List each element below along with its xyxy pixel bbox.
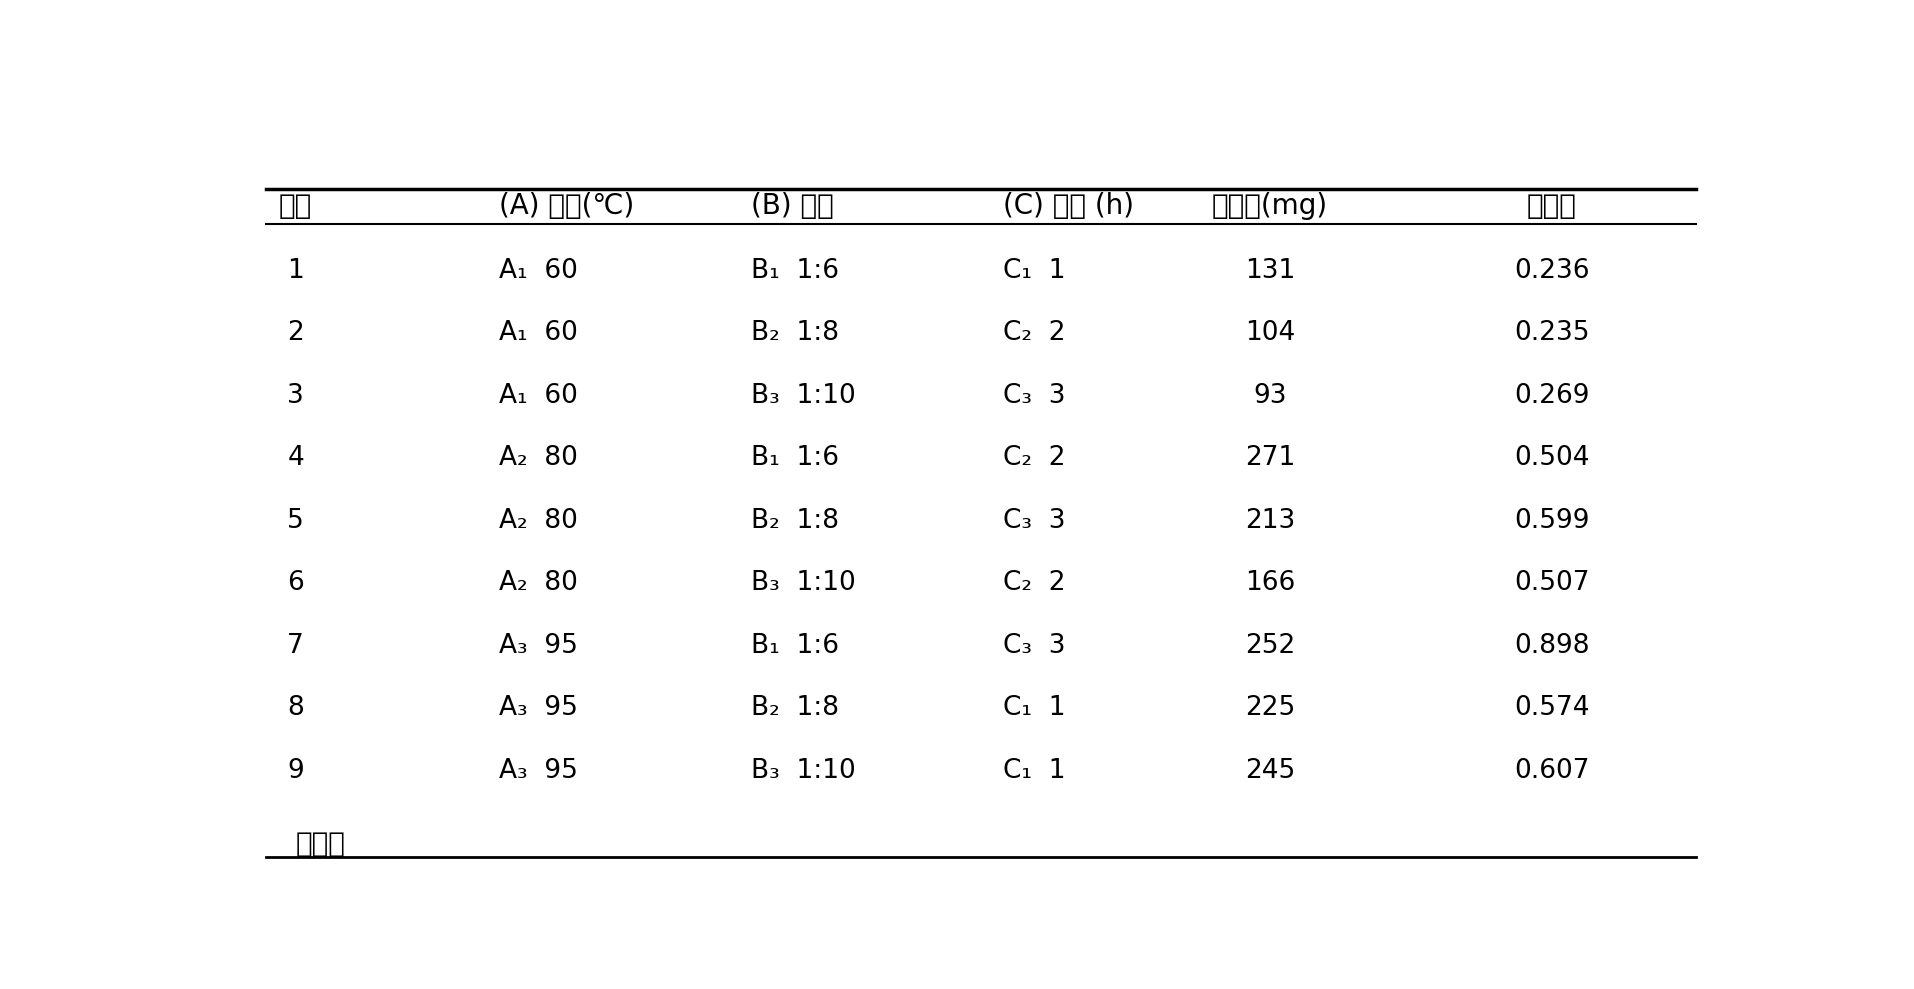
Text: 产物量(mg): 产物量(mg) <box>1212 192 1328 221</box>
Text: 0.507: 0.507 <box>1514 571 1591 596</box>
Text: 1: 1 <box>287 258 304 284</box>
Text: 166: 166 <box>1244 571 1296 596</box>
Text: 0.269: 0.269 <box>1514 383 1591 408</box>
Text: (B) 比例: (B) 比例 <box>750 192 835 221</box>
Text: A₃  95: A₃ 95 <box>500 758 578 783</box>
Text: C₃  3: C₃ 3 <box>1003 507 1066 534</box>
Text: C₁  1: C₁ 1 <box>1003 758 1066 783</box>
Text: A₁  60: A₁ 60 <box>500 320 578 346</box>
Text: 93: 93 <box>1254 383 1286 408</box>
Text: C₃  3: C₃ 3 <box>1003 633 1066 659</box>
Text: 225: 225 <box>1244 695 1296 721</box>
Text: 0.504: 0.504 <box>1514 445 1591 472</box>
Text: A₁  60: A₁ 60 <box>500 258 578 284</box>
Text: 0.235: 0.235 <box>1514 320 1591 346</box>
Text: A₁  60: A₁ 60 <box>500 383 578 408</box>
Text: C₂  2: C₂ 2 <box>1003 571 1066 596</box>
Text: 131: 131 <box>1244 258 1296 284</box>
Text: 0.574: 0.574 <box>1514 695 1591 721</box>
Text: B₃  1:10: B₃ 1:10 <box>750 383 856 408</box>
Text: 245: 245 <box>1244 758 1296 783</box>
Text: A₂  80: A₂ 80 <box>500 507 578 534</box>
Text: 9: 9 <box>287 758 304 783</box>
Text: A₂  80: A₂ 80 <box>500 571 578 596</box>
Text: 3: 3 <box>287 383 304 408</box>
Text: A₃  95: A₃ 95 <box>500 695 578 721</box>
Text: 7: 7 <box>287 633 304 659</box>
Text: (C) 时间 (h): (C) 时间 (h) <box>1003 192 1135 221</box>
Text: C₁  1: C₁ 1 <box>1003 695 1066 721</box>
Text: 0.236: 0.236 <box>1514 258 1591 284</box>
Text: 5: 5 <box>287 507 304 534</box>
Text: 8: 8 <box>287 695 304 721</box>
Text: B₁  1:6: B₁ 1:6 <box>750 633 838 659</box>
Text: B₂  1:8: B₂ 1:8 <box>750 320 838 346</box>
Text: C₁  1: C₁ 1 <box>1003 258 1066 284</box>
Text: B₁  1:6: B₁ 1:6 <box>750 445 838 472</box>
Text: 4: 4 <box>287 445 304 472</box>
Text: 104: 104 <box>1244 320 1296 346</box>
Text: C₃  3: C₃ 3 <box>1003 383 1066 408</box>
Text: 252: 252 <box>1244 633 1296 659</box>
Text: B₃  1:10: B₃ 1:10 <box>750 758 856 783</box>
Text: 271: 271 <box>1244 445 1296 472</box>
Text: A₃  95: A₃ 95 <box>500 633 578 659</box>
Text: 6: 6 <box>287 571 304 596</box>
Text: 产物量: 产物量 <box>295 830 346 857</box>
Text: B₃  1:10: B₃ 1:10 <box>750 571 856 596</box>
Text: (A) 温度(℃): (A) 温度(℃) <box>500 192 634 221</box>
Text: C₂  2: C₂ 2 <box>1003 320 1066 346</box>
Text: C₂  2: C₂ 2 <box>1003 445 1066 472</box>
Text: 0.898: 0.898 <box>1514 633 1591 659</box>
Text: B₁  1:6: B₁ 1:6 <box>750 258 838 284</box>
Text: 0.599: 0.599 <box>1514 507 1591 534</box>
Text: A₂  80: A₂ 80 <box>500 445 578 472</box>
Text: 0.607: 0.607 <box>1514 758 1591 783</box>
Text: 编号: 编号 <box>279 192 312 221</box>
Text: 213: 213 <box>1244 507 1296 534</box>
Text: 取代度: 取代度 <box>1527 192 1577 221</box>
Text: B₂  1:8: B₂ 1:8 <box>750 695 838 721</box>
Text: B₂  1:8: B₂ 1:8 <box>750 507 838 534</box>
Text: 2: 2 <box>287 320 304 346</box>
